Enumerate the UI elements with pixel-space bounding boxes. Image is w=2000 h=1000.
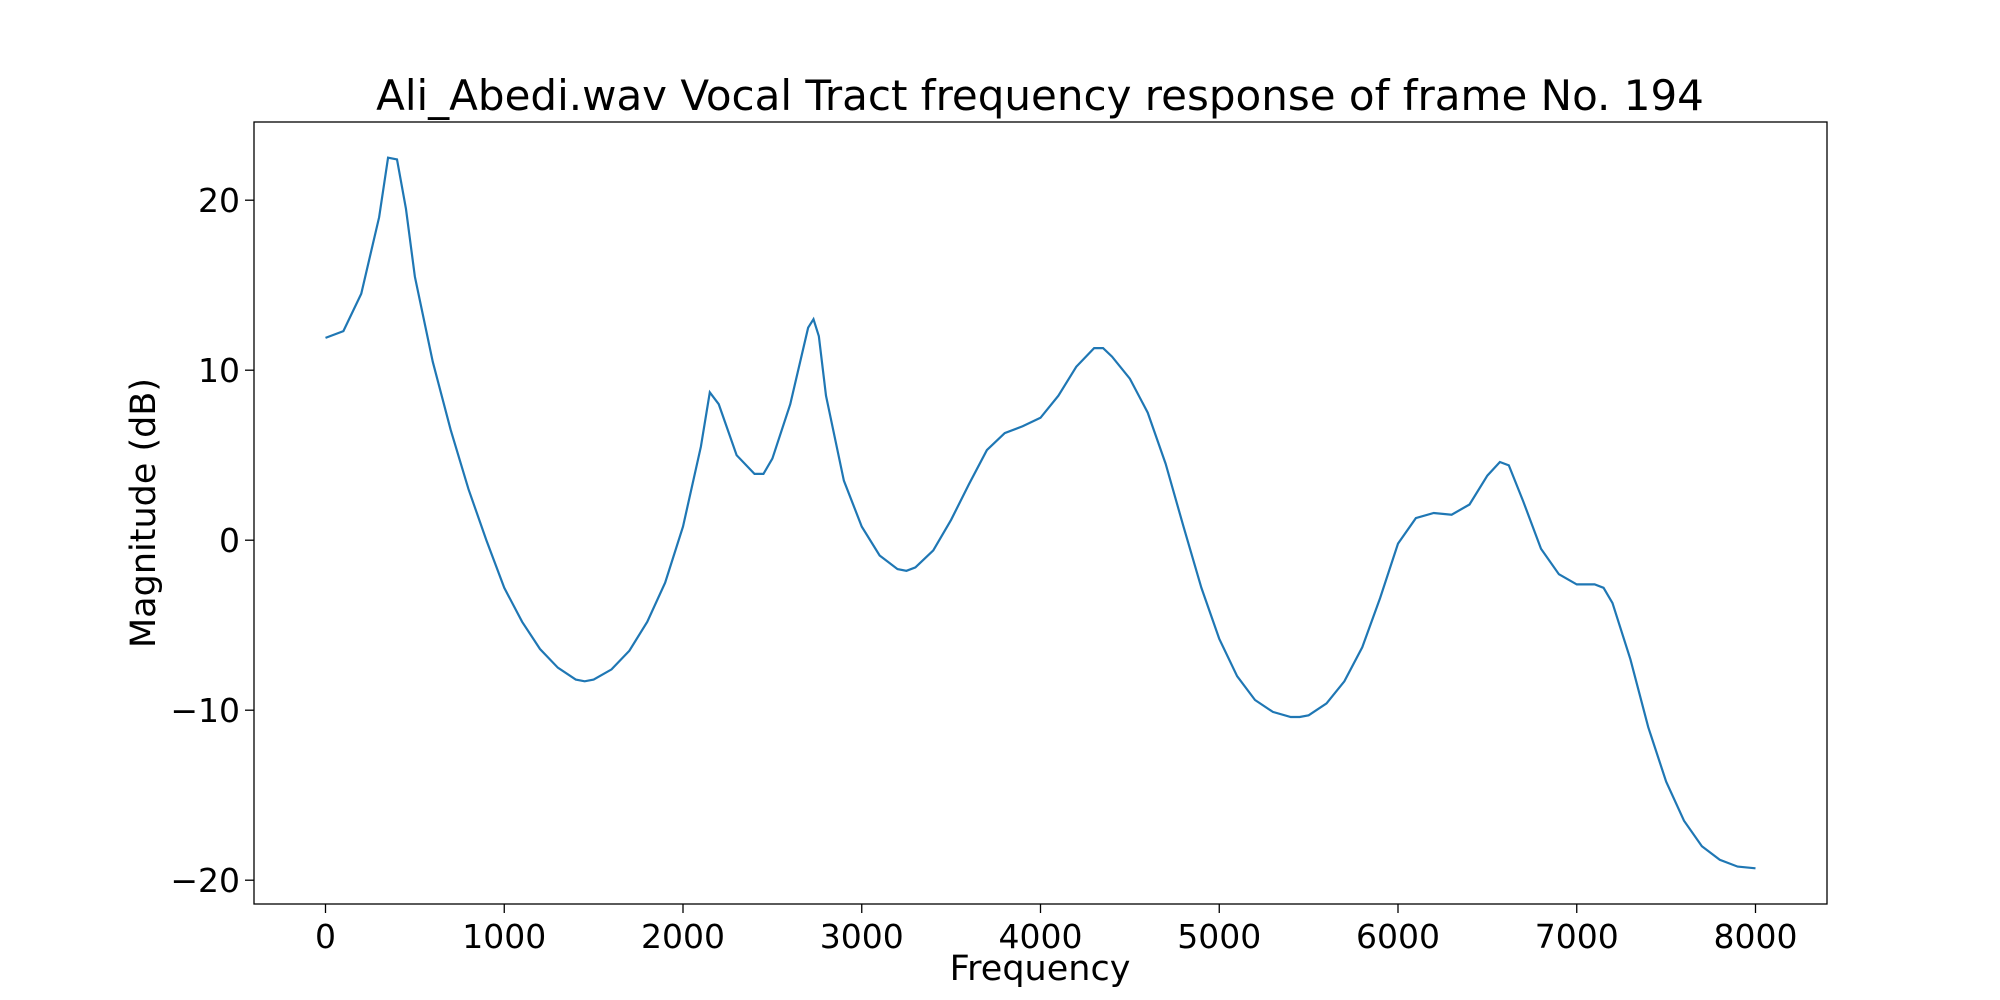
x-tick-label: 5000 xyxy=(1177,917,1261,956)
y-tick-label: 0 xyxy=(219,521,240,560)
y-tick-label: 10 xyxy=(198,351,240,390)
y-axis-label: Magnitude (dB) xyxy=(124,378,164,648)
chart-title: Ali_Abedi.wav Vocal Tract frequency resp… xyxy=(376,71,1704,120)
y-tick-label: 20 xyxy=(198,181,240,220)
x-tick-label: 4000 xyxy=(999,917,1083,956)
x-tick-label: 6000 xyxy=(1356,917,1440,956)
x-tick-label: 0 xyxy=(315,917,336,956)
x-tick-label: 3000 xyxy=(820,917,904,956)
x-tick-label: 1000 xyxy=(462,917,546,956)
y-tick-label: −10 xyxy=(170,691,240,730)
x-tick-label: 8000 xyxy=(1714,917,1798,956)
data-line xyxy=(325,156,1756,870)
axes-frame xyxy=(253,121,1828,905)
x-tick-label: 7000 xyxy=(1535,917,1619,956)
y-tick-label: −20 xyxy=(170,861,240,900)
x-tick-label: 2000 xyxy=(641,917,725,956)
x-axis-label: Frequency xyxy=(950,949,1131,989)
